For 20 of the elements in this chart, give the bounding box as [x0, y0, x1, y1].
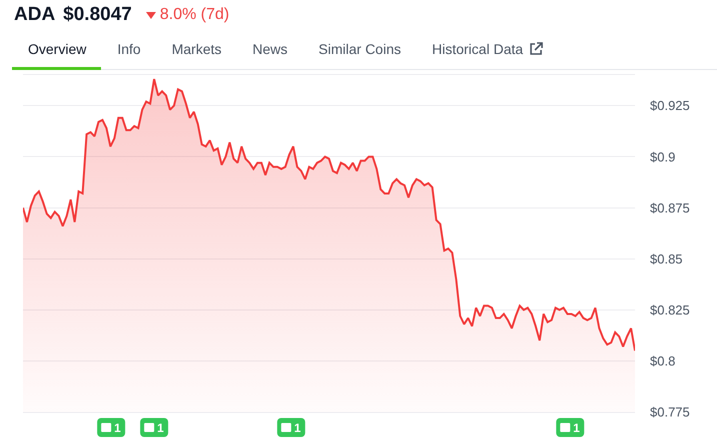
y-tick-label: $0.775 [650, 404, 690, 420]
text: Overview [28, 41, 86, 59]
chart-title: ADA [14, 4, 56, 26]
text: Markets [172, 41, 222, 59]
y-tick-label: $0.825 [650, 302, 690, 318]
text: 1 [294, 420, 301, 434]
y-tick-label: $0.9 [650, 149, 676, 164]
y-tick-label: $0.8 [650, 353, 676, 368]
text: 1 [157, 420, 164, 434]
text: Info [117, 41, 141, 59]
text: News [252, 41, 288, 59]
text: Historical Data [432, 41, 524, 59]
text: 1 [573, 420, 580, 434]
text: Similar Coins [318, 41, 401, 59]
text: 1 [114, 420, 121, 434]
y-tick-label: $0.925 [650, 98, 690, 114]
y-tick-label: $0.85 [650, 251, 683, 266]
y-tick-label: $0.875 [650, 200, 690, 216]
text: 8.0% (7d) [160, 6, 230, 24]
chart-subtitle: $0.8047 [63, 4, 132, 26]
